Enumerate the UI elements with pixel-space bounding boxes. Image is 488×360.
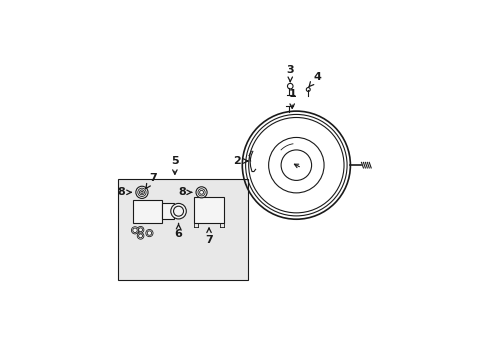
- Bar: [162, 203, 174, 219]
- Circle shape: [137, 233, 143, 239]
- Text: 5: 5: [171, 156, 178, 174]
- Text: 3: 3: [286, 65, 293, 81]
- Circle shape: [137, 226, 143, 233]
- Circle shape: [196, 187, 207, 198]
- Circle shape: [136, 186, 148, 198]
- Text: 8: 8: [117, 187, 131, 197]
- Circle shape: [131, 227, 138, 234]
- Text: 8: 8: [178, 187, 191, 197]
- Text: 6: 6: [174, 224, 182, 239]
- Text: 1: 1: [288, 90, 295, 108]
- Text: 2: 2: [233, 156, 247, 166]
- Text: 7: 7: [205, 228, 212, 245]
- Bar: [133, 200, 162, 223]
- Circle shape: [170, 203, 186, 219]
- Bar: [117, 179, 247, 280]
- Bar: [193, 197, 224, 223]
- Text: 4: 4: [308, 72, 321, 87]
- Circle shape: [145, 229, 153, 237]
- Text: 7: 7: [145, 173, 157, 189]
